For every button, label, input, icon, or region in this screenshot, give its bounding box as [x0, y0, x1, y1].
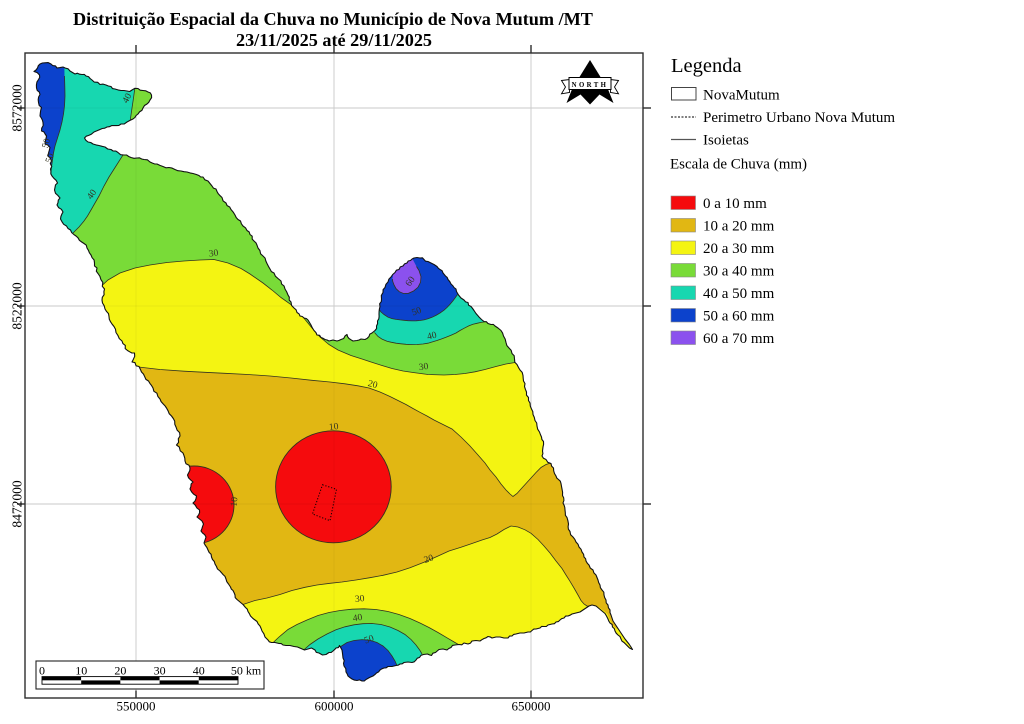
svg-text:Perimetro Urbano Nova Mutum: Perimetro Urbano Nova Mutum: [703, 110, 895, 126]
svg-text:30: 30: [208, 248, 219, 259]
svg-text:Distrituição Espacial da Chuva: Distrituição Espacial da Chuva no Municí…: [73, 9, 593, 29]
svg-text:0: 0: [39, 664, 45, 678]
svg-text:50: 50: [44, 152, 57, 164]
svg-text:550000: 550000: [117, 699, 156, 714]
svg-text:10: 10: [75, 664, 87, 678]
svg-text:650000: 650000: [512, 699, 551, 714]
svg-text:20: 20: [367, 379, 379, 391]
svg-text:600000: 600000: [315, 699, 354, 714]
svg-text:60 a 70 mm: 60 a 70 mm: [703, 331, 775, 347]
svg-text:50: 50: [41, 137, 53, 149]
svg-text:8472000: 8472000: [10, 480, 25, 528]
svg-text:Isoietas: Isoietas: [703, 133, 749, 149]
svg-text:40 a 50 mm: 40 a 50 mm: [703, 286, 775, 302]
svg-text:10 a 20 mm: 10 a 20 mm: [703, 219, 775, 235]
svg-text:50: 50: [363, 634, 376, 647]
svg-text:8522000: 8522000: [10, 282, 25, 330]
svg-text:30: 30: [154, 664, 166, 678]
svg-text:50 km: 50 km: [231, 664, 262, 678]
svg-text:NORTH: NORTH: [572, 82, 609, 89]
svg-text:40: 40: [426, 330, 438, 342]
svg-text:20 a 30 mm: 20 a 30 mm: [703, 241, 775, 257]
svg-text:0 a 10 mm: 0 a 10 mm: [703, 196, 767, 212]
svg-text:40: 40: [352, 613, 363, 624]
svg-text:30: 30: [418, 362, 429, 373]
svg-text:30: 30: [355, 594, 366, 605]
svg-text:50 a 60 mm: 50 a 60 mm: [703, 309, 775, 325]
svg-text:40: 40: [121, 92, 134, 105]
svg-text:Escala de Chuva (mm): Escala de Chuva (mm): [670, 157, 807, 173]
svg-text:50: 50: [411, 306, 424, 319]
svg-text:40: 40: [193, 664, 205, 678]
svg-text:NovaMutum: NovaMutum: [703, 88, 780, 104]
svg-text:20: 20: [423, 553, 435, 566]
svg-text:10: 10: [329, 422, 340, 433]
svg-text:Legenda: Legenda: [671, 55, 742, 77]
svg-text:23/11/2025 até 29/11/2025: 23/11/2025 até 29/11/2025: [236, 30, 432, 50]
svg-text:10: 10: [230, 496, 241, 507]
svg-text:20: 20: [114, 664, 126, 678]
svg-text:30 a 40 mm: 30 a 40 mm: [703, 264, 775, 280]
svg-text:8572000: 8572000: [10, 84, 25, 132]
